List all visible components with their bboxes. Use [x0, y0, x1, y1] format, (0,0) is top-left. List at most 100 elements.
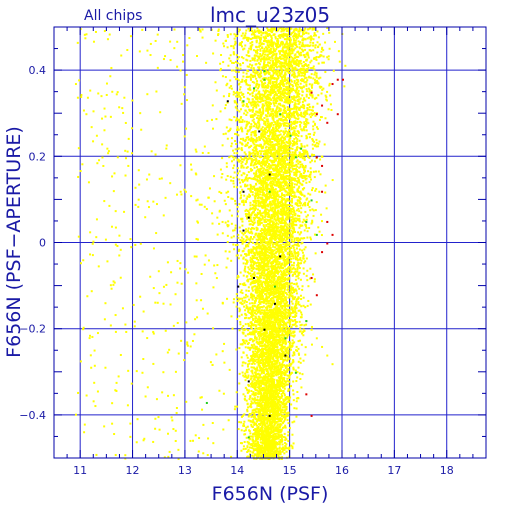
data-point-main [281, 364, 284, 367]
data-point-main [300, 74, 303, 77]
data-point-main [282, 188, 285, 191]
data-point-main [271, 297, 274, 300]
data-point-main [297, 347, 300, 350]
data-point-main [283, 158, 286, 161]
data-point-main [267, 309, 270, 312]
data-point-main [310, 90, 313, 93]
data-point-main [278, 428, 281, 431]
data-point-main [253, 381, 256, 384]
data-point-main [299, 361, 302, 364]
data-point-main [290, 43, 293, 46]
data-point-main [318, 118, 321, 121]
data-point-main [267, 424, 270, 427]
data-point-main [262, 181, 265, 184]
data-point-main [278, 130, 281, 133]
data-point-main [277, 147, 280, 150]
data-point-main [269, 348, 272, 351]
data-point-main [252, 268, 255, 271]
data-point-main [262, 169, 265, 172]
data-point-main [284, 273, 287, 276]
data-point-main [255, 157, 258, 160]
data-point-main [285, 147, 288, 150]
data-point-main [308, 136, 311, 139]
data-point-main [241, 128, 244, 131]
data-point-main [282, 133, 285, 136]
data-point-main [238, 88, 241, 91]
data-point-main [271, 300, 274, 303]
data-point-main [270, 182, 273, 185]
data-point-main [296, 239, 299, 242]
data-point-main [278, 443, 281, 446]
data-point-main [275, 280, 278, 283]
data-point-main [249, 84, 252, 87]
data-point-main [271, 284, 274, 287]
data-point-main [233, 248, 236, 251]
data-point-main [267, 371, 270, 374]
data-point-main [292, 246, 295, 249]
data-point-main [242, 445, 245, 448]
data-point-main [266, 58, 269, 61]
data-point-main [262, 235, 265, 238]
data-point-main [275, 166, 278, 169]
data-point-main [298, 267, 301, 270]
data-point-main [290, 193, 293, 196]
data-point-main [279, 108, 282, 111]
data-point-main [282, 212, 285, 215]
data-point-main [249, 259, 252, 262]
data-point-main [269, 418, 272, 421]
data-point-main [301, 163, 304, 166]
data-point-main [244, 323, 247, 326]
data-point-main [249, 413, 252, 416]
data-point-main [251, 193, 254, 196]
data-point-main [292, 366, 295, 369]
data-point-main [248, 414, 251, 417]
data-point-main [265, 204, 268, 207]
data-point-main [304, 223, 307, 226]
data-point-main [283, 154, 286, 157]
data-point-main [219, 110, 222, 113]
data-point-main [293, 106, 296, 109]
data-point-main [270, 263, 273, 266]
data-point-main [263, 61, 266, 64]
data-point-main [247, 419, 250, 422]
data-point-main [282, 266, 285, 269]
data-point-main [269, 302, 272, 305]
data-point-main [253, 89, 256, 92]
data-point-main [269, 298, 272, 301]
data-point-main [247, 322, 250, 325]
data-point-main [287, 112, 290, 115]
data-point-main [296, 275, 299, 278]
data-point-main [289, 111, 292, 114]
data-point-main [297, 162, 300, 165]
data-point-main [258, 417, 261, 420]
data-point-main [275, 158, 278, 161]
data-point-main [260, 161, 263, 164]
data-point-main [267, 142, 270, 145]
data-point-main [267, 197, 270, 200]
data-point-main [273, 351, 276, 354]
data-point-main [276, 281, 279, 284]
data-point-main [300, 45, 303, 48]
data-point-main [286, 358, 289, 361]
data-point-main [278, 278, 281, 281]
data-point-main [250, 46, 253, 49]
data-point-main [329, 94, 332, 97]
data-point-main [247, 250, 250, 253]
data-point-main [283, 385, 286, 388]
data-point-main [250, 292, 253, 295]
data-point-main [233, 43, 236, 46]
data-point-main [258, 218, 261, 221]
data-point-main [251, 445, 254, 448]
data-point-main [256, 221, 259, 224]
data-point-main [254, 435, 257, 438]
data-point-main [247, 324, 250, 327]
data-point-main [285, 380, 288, 383]
data-point-main [256, 208, 259, 211]
data-point-main [281, 456, 284, 459]
data-point-main [306, 37, 309, 40]
data-point-main [249, 346, 252, 349]
data-point-main [276, 184, 279, 187]
data-point-main [290, 126, 293, 129]
data-point-main [269, 79, 272, 82]
data-point-main [310, 59, 313, 62]
